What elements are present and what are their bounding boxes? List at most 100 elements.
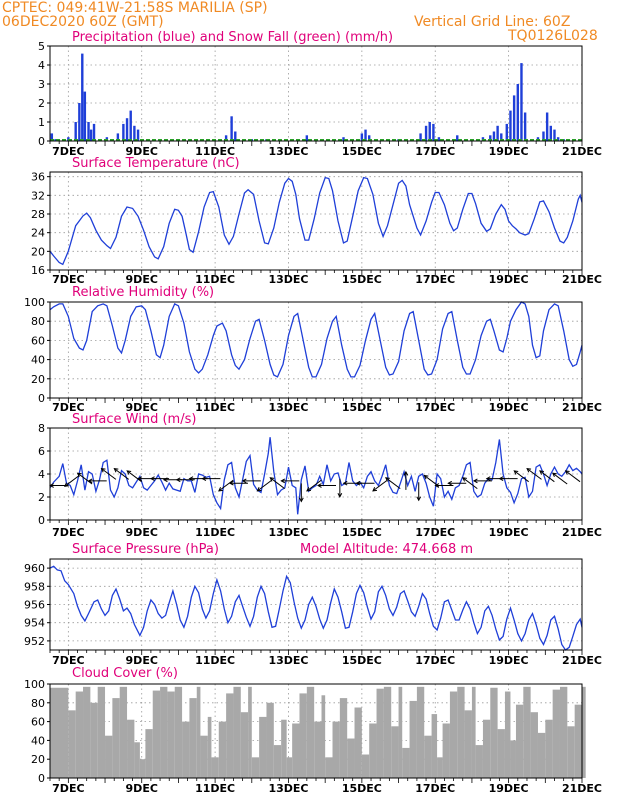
wind-vector-arrow (513, 470, 529, 483)
precip-title: Precipitation (blue) and Snow Fall (gree… (72, 30, 393, 45)
precip-bar (54, 139, 57, 141)
rh-title: Relative Humidity (%) (72, 285, 214, 300)
wind-vector-arrow (539, 470, 555, 483)
wind-vector-arrow (306, 479, 322, 492)
precip-bar (234, 131, 237, 141)
wind-vector-shaft (372, 479, 388, 492)
rh-xtick-label: 13DEC (268, 401, 308, 414)
cloud-bar (475, 745, 483, 778)
cloud-bar (391, 726, 399, 778)
header-run-date: 06DEC2020 60Z (GMT) (2, 14, 164, 30)
cloud-title: Cloud Cover (%) (72, 666, 178, 681)
wind-vector-arrow (462, 477, 478, 490)
rh-ytick-label: 40 (31, 354, 45, 367)
wind-vector-shaft (218, 479, 234, 492)
wind-vector-arrow (403, 470, 409, 490)
cloud-bar (299, 693, 307, 778)
cloud-bar (145, 729, 153, 778)
rh-panel: Relative Humidity (%) 0 20 40 60 80 100 7DEC 9DE… (24, 285, 602, 414)
wind-vector-shaft (77, 472, 93, 485)
temp-xtick-label: 7DEC (52, 273, 84, 286)
precip-bar (523, 112, 527, 141)
rh-xtick-label: 19DEC (489, 401, 529, 414)
cloud-bar (68, 710, 76, 778)
cloud-bar (354, 707, 362, 778)
cloud-bar (545, 719, 553, 778)
wind-vector-arrow (416, 482, 422, 502)
precip-bar (553, 129, 556, 141)
wind-vector-shaft (64, 475, 80, 487)
wind-vector-shaft (114, 468, 130, 480)
cloud-bar (281, 719, 287, 778)
wind-vector-shaft (565, 470, 581, 483)
cloud-ytick-label: 60 (31, 716, 45, 729)
pressure-panel: Surface Pressure (hPa) Model Altitude: 47… (24, 542, 602, 667)
cloud-bar (464, 710, 472, 778)
wind-vector-arrow (113, 467, 130, 480)
cloud-bar (182, 721, 190, 778)
rh-xtick-label: 9DEC (126, 401, 158, 414)
precip-bar (50, 133, 54, 141)
cloud-xtick-label: 21DEC (562, 782, 602, 795)
wind-vector-arrow (526, 467, 542, 480)
wind-vector-shaft (552, 472, 568, 485)
cloud-bar (218, 721, 227, 778)
rh-xtick-label: 21DEC (562, 401, 602, 414)
cloud-bar (457, 686, 465, 778)
precip-bar (360, 133, 364, 141)
rh-ytick-label: 60 (31, 334, 45, 347)
precip-bar (74, 122, 77, 141)
precip-bar (545, 112, 549, 141)
wind-vector-arrow (337, 478, 343, 498)
wind-vector-arrow (355, 480, 375, 486)
cloud-panel: Cloud Cover (%) 0 20 40 60 80 100 7DEC 9DEC 11DEC… (24, 666, 602, 795)
wind-vector-shaft (101, 468, 117, 480)
cloud-bar (376, 688, 384, 778)
cloud-bar (174, 686, 183, 778)
precip-bar (556, 137, 560, 141)
cloud-bar (530, 712, 538, 778)
precip-bar (500, 133, 503, 141)
cloud-bar (50, 687, 62, 778)
pressure-xtick-label: 9DEC (126, 654, 158, 667)
pressure-ytick-label: 954 (24, 617, 45, 630)
wind-vector-head (280, 478, 286, 484)
cloud-xtick-label: 13DEC (268, 782, 308, 795)
wind-vector-arrow (372, 479, 388, 492)
cloud-bar (515, 704, 524, 778)
wind-xtick-label: 11DEC (195, 526, 235, 539)
cloud-bar (424, 735, 432, 778)
temp-xtick-label: 13DEC (268, 273, 308, 286)
cloud-bar (482, 719, 491, 778)
precip-bar (419, 133, 422, 141)
wind-vector-head (188, 476, 194, 481)
cloud-ytick-label: 20 (31, 753, 45, 766)
cloud-bar (552, 689, 560, 778)
cloud-bar (339, 698, 348, 778)
precip-xtick-label: 11DEC (195, 145, 235, 158)
wind-xtick-label: 15DEC (342, 526, 382, 539)
temp-ytick-label: 28 (31, 208, 45, 221)
wind-vector-arrow (434, 483, 454, 488)
precip-xtick-label: 9DEC (126, 145, 158, 158)
wind-vector-head (416, 496, 422, 502)
wind-vector-head (162, 477, 168, 483)
wind-vector-arrow (385, 477, 401, 490)
wind-vector-head (564, 470, 570, 475)
cloud-ytick-label: 0 (38, 772, 45, 785)
wind-ytick-label: 8 (38, 422, 45, 435)
cloud-bar (112, 698, 120, 778)
precip-bar (129, 110, 132, 141)
precip-xtick-label: 13DEC (268, 145, 308, 158)
cloud-xtick-label: 9DEC (126, 782, 158, 795)
cloud-bar (273, 745, 282, 778)
cloud-bar (383, 686, 392, 778)
temp-frame (49, 171, 583, 271)
temp-title: Surface Temperature (nC) (72, 156, 240, 171)
wind-series-line (49, 437, 583, 515)
precip-ytick-label: 4 (38, 59, 45, 72)
wind-vector-head (447, 480, 453, 486)
precip-bar (136, 129, 140, 141)
wind-vector-head (462, 477, 467, 482)
precip-bar (368, 135, 371, 141)
